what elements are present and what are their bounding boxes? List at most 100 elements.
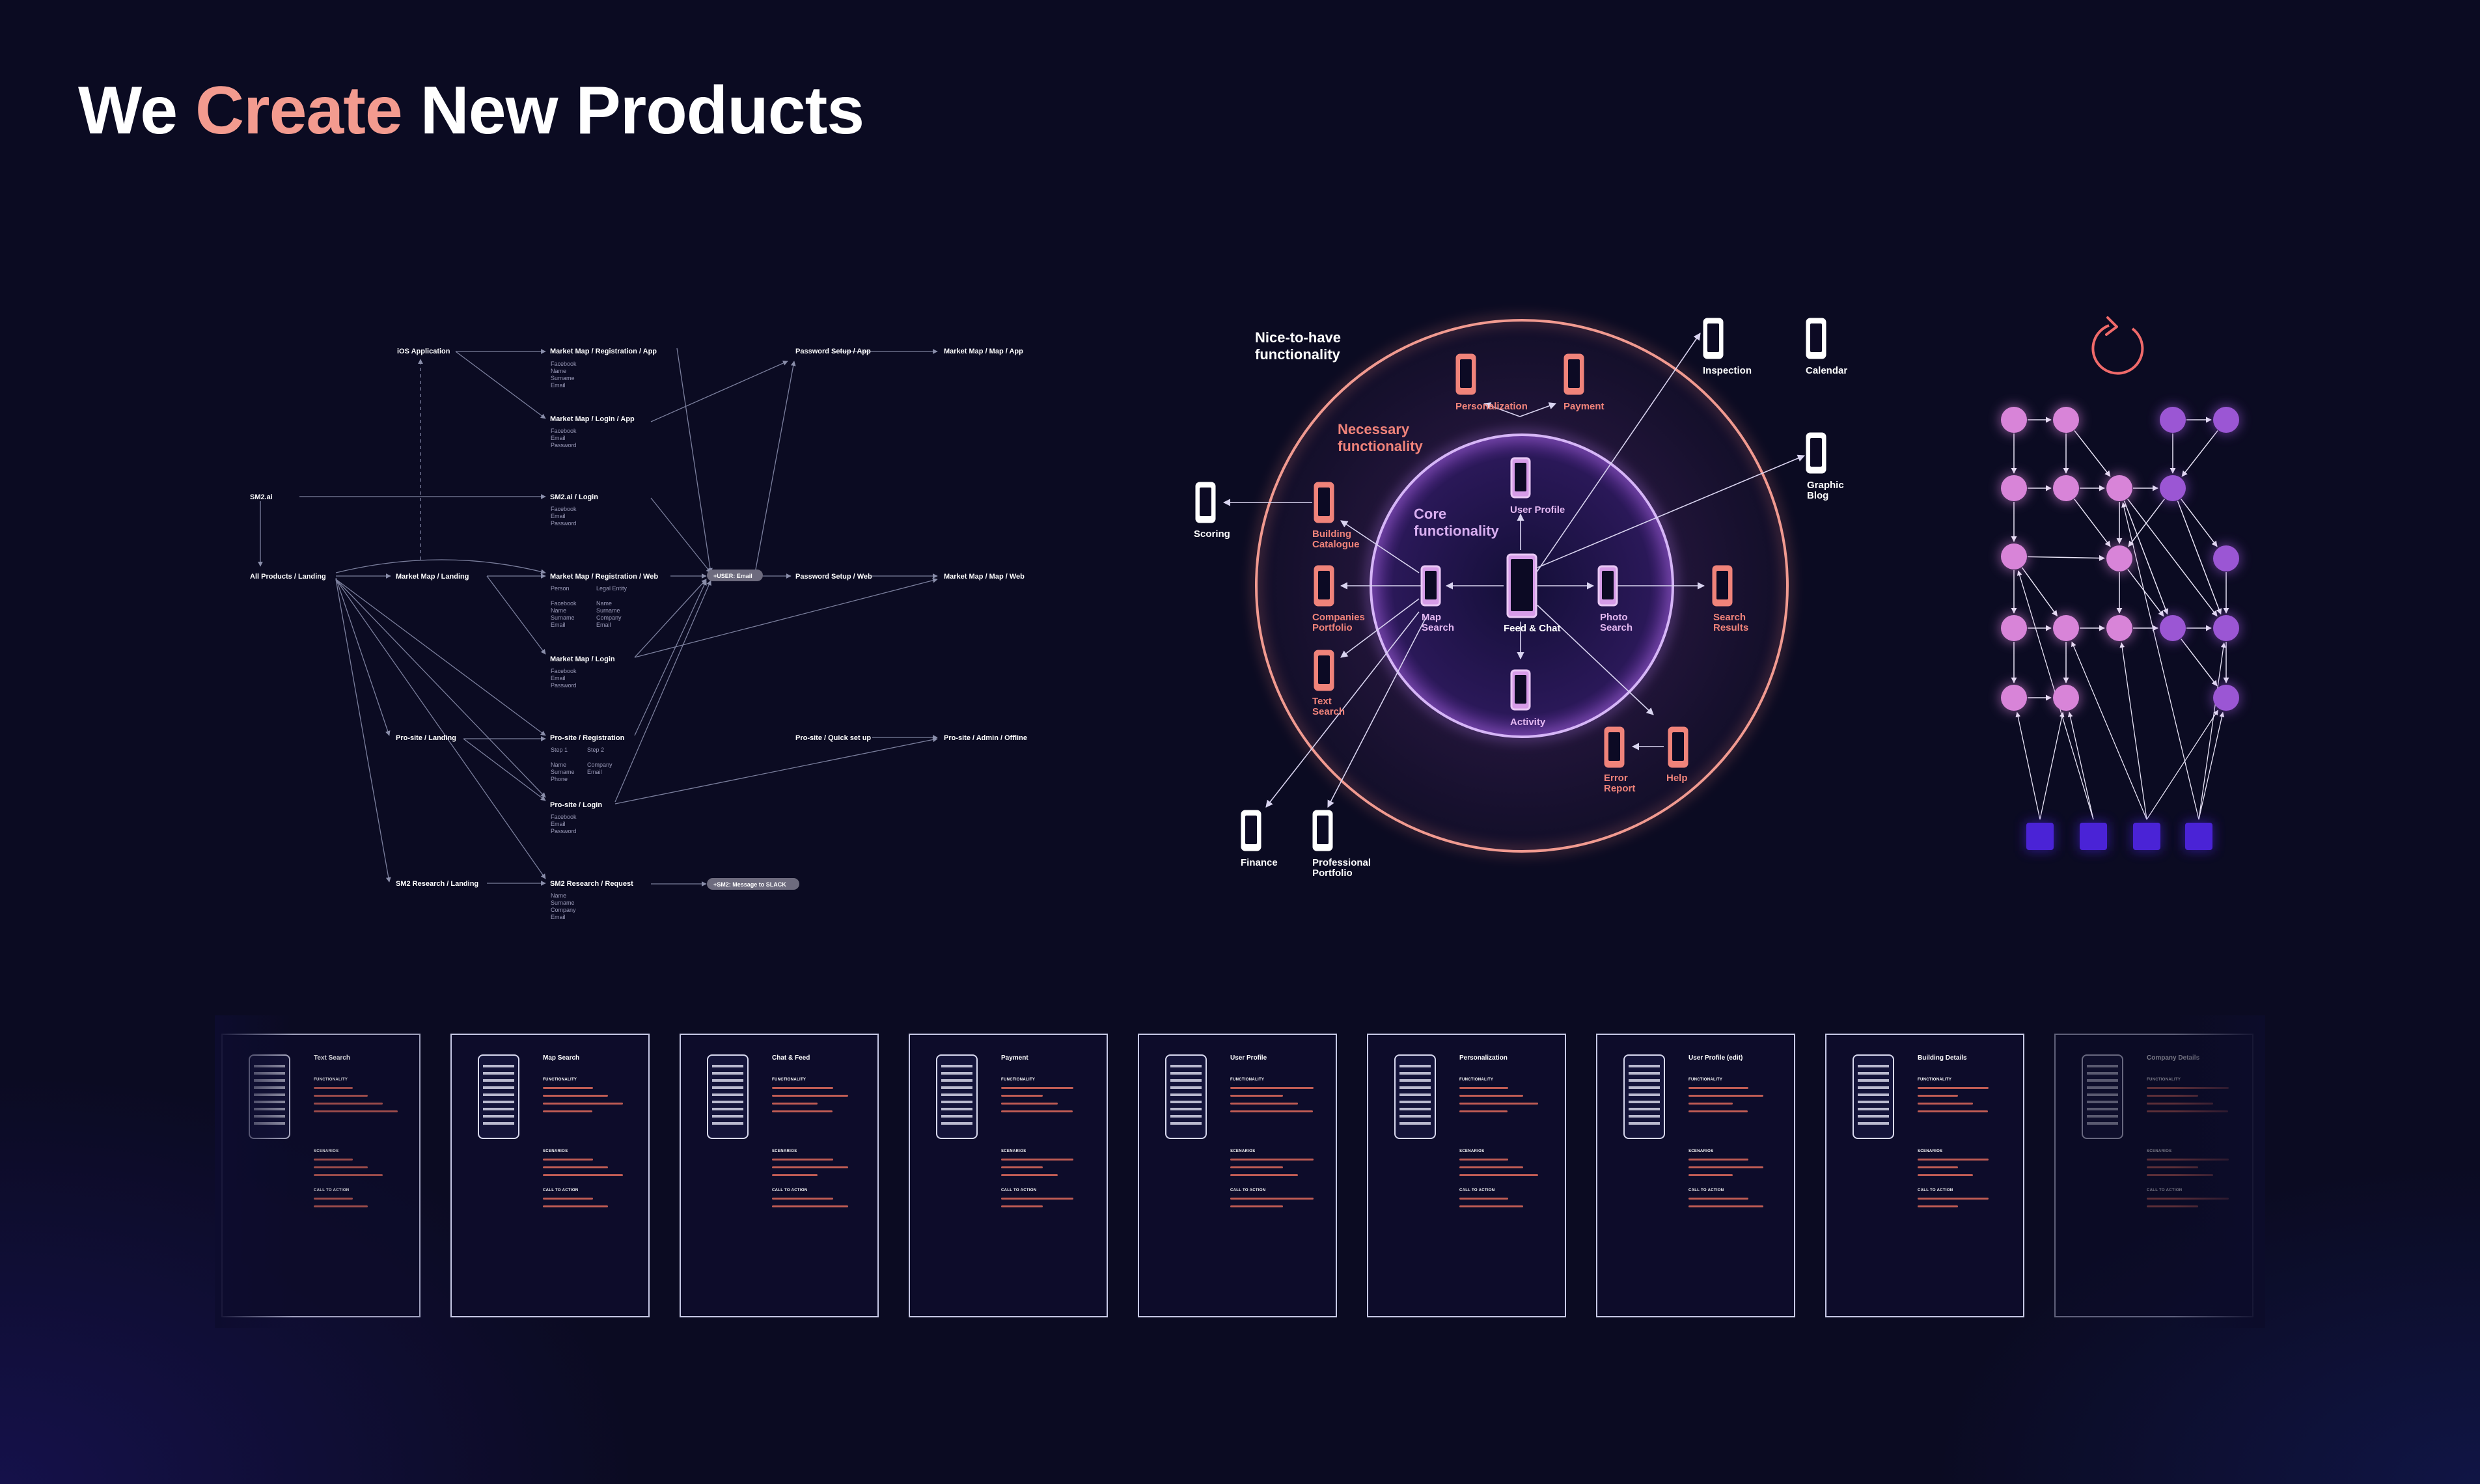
graph-node[interactable] <box>2001 615 2027 641</box>
core-label-2: functionality <box>1414 523 1500 539</box>
graph-node[interactable] <box>2106 545 2132 571</box>
wireframe-card[interactable]: Payment FUNCTIONALITY SCENARIOS CALL TO ACT… <box>909 1034 1108 1317</box>
node-all-products-landing: All Products / Landing <box>250 573 326 581</box>
feature-personalization[interactable]: Personalization <box>1455 353 1528 412</box>
wireframe-card[interactable]: Map Search FUNCTIONALITY SCENARIOS CALL TO … <box>450 1034 650 1317</box>
graph-source-node[interactable] <box>2185 823 2212 850</box>
node-prosite-quick-setup: Pro-site / Quick set up <box>795 734 871 742</box>
feature-user-profile[interactable]: User Profile <box>1510 457 1565 515</box>
handwritten-note <box>1001 1174 1058 1176</box>
feature-inspection[interactable]: Inspection <box>1703 318 1752 376</box>
handwritten-note <box>1459 1159 1508 1161</box>
wireframe-card[interactable]: Building Details FUNCTIONALITY SCENARIOS CA… <box>1825 1034 2024 1317</box>
handwritten-note <box>543 1159 593 1161</box>
ring-connectors <box>1222 333 1806 808</box>
graph-node[interactable] <box>2213 615 2239 641</box>
graph-source-node[interactable] <box>2133 823 2160 850</box>
graph-node[interactable] <box>2001 475 2027 501</box>
phone-screen <box>1810 438 1822 467</box>
graph-edge <box>2021 567 2058 617</box>
feature-scoring[interactable]: Scoring <box>1194 482 1230 540</box>
graph-node[interactable] <box>2001 407 2027 433</box>
node-market-map-login: Market Map / Login <box>550 655 615 663</box>
phone-screen <box>1515 463 1526 491</box>
form-field-label: Email <box>551 435 566 441</box>
feature-label: Companies <box>1312 612 1365 623</box>
handwritten-note <box>1230 1110 1313 1112</box>
feature-label: Report <box>1604 783 1635 794</box>
flow-nodes: iOS Application SM2.ai All Products / La… <box>250 348 1027 890</box>
card-title: User Profile <box>1230 1054 1267 1062</box>
card-section-cta: CALL TO ACTION <box>772 1189 808 1192</box>
feature-label: Search <box>1312 706 1345 717</box>
handwritten-note <box>772 1198 833 1200</box>
feature-finance[interactable]: Finance <box>1241 810 1278 868</box>
graph-node[interactable] <box>2160 475 2186 501</box>
graph-node[interactable] <box>2001 685 2027 711</box>
form-tab-label: Legal Entity <box>596 585 627 592</box>
card-section-functionality: FUNCTIONALITY <box>314 1078 348 1082</box>
handwritten-note <box>1459 1110 1508 1112</box>
node-research-request: SM2 Research / Request <box>550 880 633 888</box>
node-prosite-login: Pro-site / Login <box>550 801 602 809</box>
handwritten-note <box>314 1174 383 1176</box>
refresh-icon[interactable] <box>2091 316 2144 375</box>
graph-source-node[interactable] <box>2026 823 2054 850</box>
graph-node[interactable] <box>2001 543 2027 570</box>
phone-wireframe <box>1165 1054 1207 1139</box>
handwritten-note <box>1688 1198 1748 1200</box>
graph-node[interactable] <box>2053 615 2079 641</box>
handwritten-note <box>1918 1166 1958 1168</box>
slack-label: +SM2: Message to SLACK <box>713 881 786 888</box>
graph-node[interactable] <box>2213 407 2239 433</box>
graph-node[interactable] <box>2106 615 2132 641</box>
wireframe-card[interactable]: User Profile FUNCTIONALITY SCENARIOS CALL T… <box>1138 1034 1337 1317</box>
phone-screen <box>1425 571 1437 599</box>
feature-payment[interactable]: Payment <box>1564 353 1605 412</box>
graph-edge <box>2074 430 2111 477</box>
graph-edge <box>2128 499 2165 547</box>
handwritten-note <box>772 1174 818 1176</box>
graph-source-node[interactable] <box>2080 823 2107 850</box>
wireframe-card[interactable]: Chat & Feed FUNCTIONALITY SCENARIOS CALL TO… <box>680 1034 879 1317</box>
form-field-label: Password <box>551 828 577 834</box>
handwritten-note <box>314 1159 353 1161</box>
graph-node[interactable] <box>2053 685 2079 711</box>
feature-label: Search <box>1600 622 1633 633</box>
feature-help[interactable]: Help <box>1666 726 1688 784</box>
graph-edge <box>2127 499 2218 617</box>
card-section-scenarios: SCENARIOS <box>772 1149 797 1153</box>
graph-node[interactable] <box>2160 615 2186 641</box>
handwritten-note <box>2147 1166 2198 1168</box>
graph-node[interactable] <box>2053 475 2079 501</box>
graph-node[interactable] <box>2106 475 2132 501</box>
feature-label: Inspection <box>1703 365 1752 376</box>
graph-edge <box>2198 642 2226 820</box>
handwritten-note <box>1459 1103 1538 1105</box>
feature-activity[interactable]: Activity <box>1510 669 1546 728</box>
feature-label: Help <box>1666 773 1688 784</box>
wireframe-card[interactable]: User Profile (edit) FUNCTIONALITY SCENARIO… <box>1596 1034 1795 1317</box>
form-field-label: Email <box>551 914 566 920</box>
graph-node[interactable] <box>2213 685 2239 711</box>
nice-to-have-label-1: Nice-to-have <box>1255 329 1341 346</box>
handwritten-note <box>543 1087 593 1089</box>
feature-calendar[interactable]: Calendar <box>1806 318 1847 376</box>
handwritten-note <box>1001 1205 1043 1207</box>
graph-node[interactable] <box>2213 545 2239 571</box>
handwritten-note <box>1459 1198 1508 1200</box>
feature-feed-chat[interactable]: Feed & Chat <box>1504 553 1561 634</box>
graph-node[interactable] <box>2160 407 2186 433</box>
phone-screen <box>941 1065 972 1127</box>
wireframe-card[interactable]: Personalization FUNCTIONALITY SCENARIOS CAL… <box>1367 1034 1566 1317</box>
graph-node[interactable] <box>2053 407 2079 433</box>
